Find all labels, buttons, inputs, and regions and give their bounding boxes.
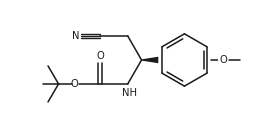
Text: O: O	[96, 51, 104, 61]
Text: N: N	[72, 31, 79, 41]
Text: NH: NH	[122, 88, 137, 98]
Text: O: O	[70, 79, 78, 89]
Polygon shape	[141, 57, 158, 63]
Text: O: O	[219, 55, 227, 65]
